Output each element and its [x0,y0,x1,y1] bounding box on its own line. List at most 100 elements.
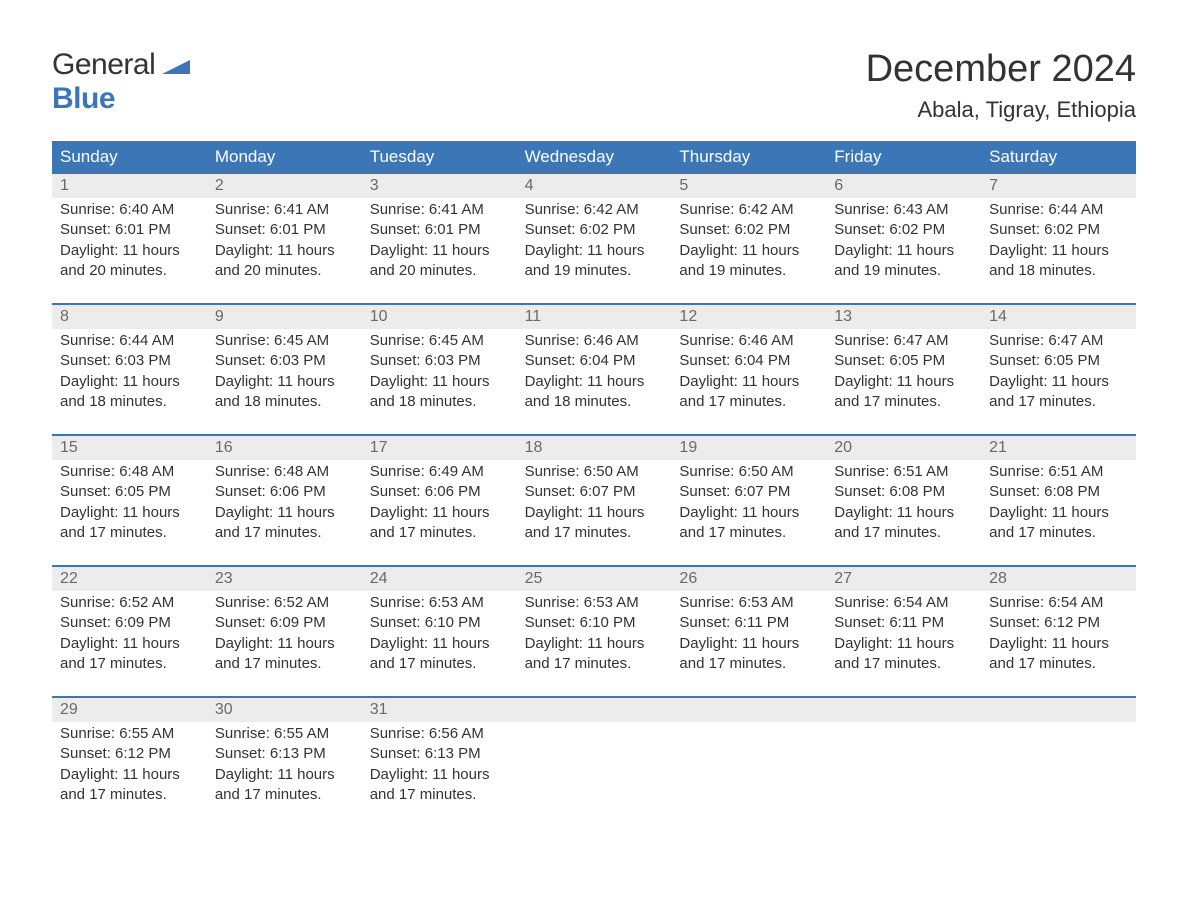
sunset-line: Sunset: 6:03 PM [215,351,354,371]
daylight-line: Daylight: 11 hours and 17 minutes. [834,634,973,675]
daylight-line: Daylight: 11 hours and 17 minutes. [834,503,973,544]
day-info [826,722,981,827]
sunrise-line: Sunrise: 6:46 AM [525,331,664,351]
sunrise-line: Sunrise: 6:41 AM [215,200,354,220]
sunset-line: Sunset: 6:11 PM [834,613,973,633]
dow-header: Tuesday [362,141,517,174]
sunset-line: Sunset: 6:08 PM [989,482,1128,502]
day-info: Sunrise: 6:41 AMSunset: 6:01 PMDaylight:… [207,198,362,303]
daylight-line: Daylight: 11 hours and 17 minutes. [989,503,1128,544]
sunrise-line: Sunrise: 6:50 AM [679,462,818,482]
sunrise-line: Sunrise: 6:48 AM [215,462,354,482]
sunset-line: Sunset: 6:12 PM [60,744,199,764]
calendar-body: 1234567Sunrise: 6:40 AMSunset: 6:01 PMDa… [52,174,1136,827]
logo-text-general: General [52,48,155,81]
daylight-line: Daylight: 11 hours and 17 minutes. [60,503,199,544]
daylight-line: Daylight: 11 hours and 17 minutes. [215,765,354,806]
day-number: 24 [362,567,517,591]
day-info: Sunrise: 6:43 AMSunset: 6:02 PMDaylight:… [826,198,981,303]
sunset-line: Sunset: 6:07 PM [525,482,664,502]
day-number [981,698,1136,722]
sunset-line: Sunset: 6:05 PM [834,351,973,371]
day-info: Sunrise: 6:44 AMSunset: 6:03 PMDaylight:… [52,329,207,434]
sunset-line: Sunset: 6:13 PM [370,744,509,764]
location-label: Abala, Tigray, Ethiopia [866,97,1136,123]
day-number: 1 [52,174,207,198]
daylight-line: Daylight: 11 hours and 17 minutes. [370,765,509,806]
day-info: Sunrise: 6:48 AMSunset: 6:05 PMDaylight:… [52,460,207,565]
sunset-line: Sunset: 6:12 PM [989,613,1128,633]
day-info [671,722,826,827]
sunset-line: Sunset: 6:02 PM [834,220,973,240]
sunrise-line: Sunrise: 6:52 AM [215,593,354,613]
sunset-line: Sunset: 6:02 PM [679,220,818,240]
day-number: 20 [826,436,981,460]
daylight-line: Daylight: 11 hours and 18 minutes. [370,372,509,413]
day-info: Sunrise: 6:50 AMSunset: 6:07 PMDaylight:… [517,460,672,565]
day-number: 11 [517,305,672,329]
daylight-line: Daylight: 11 hours and 17 minutes. [989,634,1128,675]
day-number: 5 [671,174,826,198]
daylight-line: Daylight: 11 hours and 17 minutes. [679,634,818,675]
day-number: 30 [207,698,362,722]
daylight-line: Daylight: 11 hours and 17 minutes. [370,634,509,675]
day-number: 14 [981,305,1136,329]
day-number: 18 [517,436,672,460]
sunrise-line: Sunrise: 6:52 AM [60,593,199,613]
daylight-line: Daylight: 11 hours and 17 minutes. [679,372,818,413]
day-number: 29 [52,698,207,722]
sunrise-line: Sunrise: 6:44 AM [989,200,1128,220]
sunrise-line: Sunrise: 6:42 AM [525,200,664,220]
sunset-line: Sunset: 6:06 PM [215,482,354,502]
sunset-line: Sunset: 6:02 PM [525,220,664,240]
day-info: Sunrise: 6:51 AMSunset: 6:08 PMDaylight:… [981,460,1136,565]
day-number: 26 [671,567,826,591]
day-info: Sunrise: 6:56 AMSunset: 6:13 PMDaylight:… [362,722,517,827]
sunrise-line: Sunrise: 6:42 AM [679,200,818,220]
daylight-line: Daylight: 11 hours and 17 minutes. [834,372,973,413]
day-number: 15 [52,436,207,460]
sunrise-line: Sunrise: 6:49 AM [370,462,509,482]
sunset-line: Sunset: 6:01 PM [215,220,354,240]
day-info: Sunrise: 6:53 AMSunset: 6:10 PMDaylight:… [362,591,517,696]
sunrise-line: Sunrise: 6:54 AM [989,593,1128,613]
day-info: Sunrise: 6:55 AMSunset: 6:13 PMDaylight:… [207,722,362,827]
brand-logo: General Blue [52,48,190,116]
daylight-line: Daylight: 11 hours and 20 minutes. [215,241,354,282]
flag-shape [162,60,190,74]
sunset-line: Sunset: 6:10 PM [370,613,509,633]
day-number [826,698,981,722]
day-info: Sunrise: 6:48 AMSunset: 6:06 PMDaylight:… [207,460,362,565]
day-number: 16 [207,436,362,460]
day-info: Sunrise: 6:49 AMSunset: 6:06 PMDaylight:… [362,460,517,565]
daylight-line: Daylight: 11 hours and 17 minutes. [215,634,354,675]
sunset-line: Sunset: 6:09 PM [60,613,199,633]
dow-header: Sunday [52,141,207,174]
day-number: 10 [362,305,517,329]
daylight-line: Daylight: 11 hours and 18 minutes. [525,372,664,413]
day-info: Sunrise: 6:54 AMSunset: 6:11 PMDaylight:… [826,591,981,696]
sunrise-line: Sunrise: 6:45 AM [215,331,354,351]
day-info [981,722,1136,827]
sunrise-line: Sunrise: 6:44 AM [60,331,199,351]
day-info: Sunrise: 6:41 AMSunset: 6:01 PMDaylight:… [362,198,517,303]
daylight-line: Daylight: 11 hours and 17 minutes. [215,503,354,544]
day-info: Sunrise: 6:42 AMSunset: 6:02 PMDaylight:… [671,198,826,303]
daylight-line: Daylight: 11 hours and 19 minutes. [525,241,664,282]
day-number: 23 [207,567,362,591]
sunrise-line: Sunrise: 6:46 AM [679,331,818,351]
sunset-line: Sunset: 6:01 PM [370,220,509,240]
calendar: SundayMondayTuesdayWednesdayThursdayFrid… [52,141,1136,827]
sunset-line: Sunset: 6:10 PM [525,613,664,633]
day-info: Sunrise: 6:44 AMSunset: 6:02 PMDaylight:… [981,198,1136,303]
day-number: 17 [362,436,517,460]
day-info: Sunrise: 6:52 AMSunset: 6:09 PMDaylight:… [52,591,207,696]
sunset-line: Sunset: 6:03 PM [370,351,509,371]
sunrise-line: Sunrise: 6:56 AM [370,724,509,744]
daylight-line: Daylight: 11 hours and 17 minutes. [525,634,664,675]
daylight-line: Daylight: 11 hours and 20 minutes. [370,241,509,282]
day-number: 22 [52,567,207,591]
header-right: December 2024 Abala, Tigray, Ethiopia [866,48,1136,123]
sunset-line: Sunset: 6:03 PM [60,351,199,371]
day-number [671,698,826,722]
